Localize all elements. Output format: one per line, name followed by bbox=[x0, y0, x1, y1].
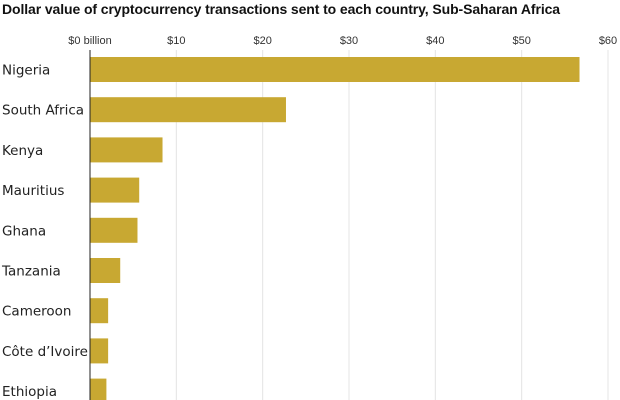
category-label: Ghana bbox=[2, 223, 46, 239]
category-label: Kenya bbox=[2, 143, 43, 159]
x-tick-label: $40 bbox=[426, 35, 444, 47]
category-labels: Nigeria South Africa Kenya Mauritius Ghana Ta… bbox=[1, 63, 88, 400]
bar bbox=[90, 177, 140, 203]
bar bbox=[90, 258, 121, 283]
bar bbox=[90, 217, 138, 243]
gridlines bbox=[175, 50, 609, 400]
x-tick-label: $10 bbox=[167, 35, 185, 47]
bar bbox=[90, 378, 107, 400]
x-tick-label: $20 bbox=[253, 35, 271, 47]
category-label: South Africa bbox=[2, 103, 84, 119]
category-label: Tanzania bbox=[1, 264, 61, 280]
category-label: Mauritius bbox=[2, 183, 64, 199]
x-axis-ticks: $0 billion $10 $20 $30 $40 $50 $60 bbox=[68, 35, 617, 47]
category-label: Cameroon bbox=[2, 304, 71, 320]
x-tick-label: $60 bbox=[599, 35, 617, 47]
category-label: Ethiopia bbox=[2, 384, 57, 400]
bar bbox=[90, 338, 109, 364]
bar bbox=[90, 57, 580, 82]
chart-title: Dollar value of cryptocurrency transacti… bbox=[2, 1, 560, 17]
bar bbox=[90, 137, 163, 163]
bar bbox=[90, 97, 286, 123]
x-tick-label: $50 bbox=[512, 35, 530, 47]
bars bbox=[90, 57, 580, 400]
x-tick-label: $0 billion bbox=[68, 35, 111, 47]
category-label: Nigeria bbox=[2, 63, 50, 79]
x-tick-label: $30 bbox=[340, 35, 358, 47]
bar bbox=[90, 298, 109, 324]
category-label: Côte d’Ivoire bbox=[2, 344, 88, 360]
